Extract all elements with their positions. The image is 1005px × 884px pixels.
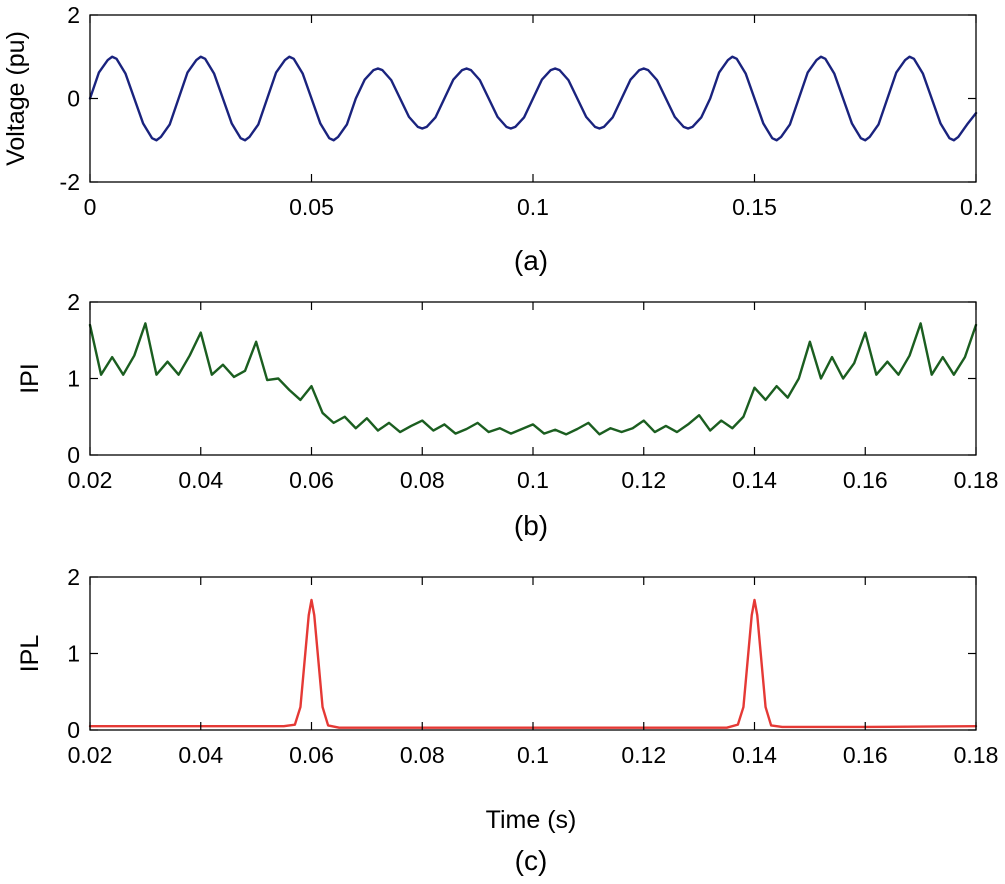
x-tick-label: 0.1	[517, 742, 549, 768]
panel-caption: (b)	[514, 510, 548, 541]
panel-caption: (a)	[514, 245, 548, 276]
x-tick-label: 0	[84, 194, 97, 220]
series-line-ipl	[88, 598, 978, 729]
x-tick-label: 0.15	[732, 194, 777, 220]
x-tick-label: 0.08	[400, 467, 445, 493]
x-tick-label: 0.14	[732, 467, 777, 493]
x-tick-label: 0.14	[732, 742, 777, 768]
x-tick-label: 0.04	[178, 742, 223, 768]
x-tick-label: 0.2	[960, 194, 992, 220]
y-tick-label: 0	[67, 86, 80, 112]
x-tick-label: 0.05	[289, 194, 334, 220]
x-tick-label: 0.06	[289, 742, 334, 768]
x-tick-label: 0.02	[68, 742, 113, 768]
y-tick-label: 2	[67, 289, 80, 315]
y-axis-label: IPI	[16, 363, 44, 394]
y-tick-label: 2	[67, 564, 80, 590]
x-tick-label: 0.1	[517, 467, 549, 493]
y-tick-label: 0	[67, 442, 80, 468]
y-tick-label: -2	[60, 169, 80, 195]
y-tick-label: 1	[67, 366, 80, 392]
y-tick-label: 1	[67, 641, 80, 667]
x-tick-label: 0.04	[178, 467, 223, 493]
x-tick-label: 0.02	[68, 467, 113, 493]
y-tick-label: 0	[67, 717, 80, 743]
x-tick-label: 0.1	[517, 194, 549, 220]
series-line-voltage	[88, 55, 978, 142]
x-tick-label: 0.16	[843, 742, 888, 768]
chart-panel-3: 0.02 0.04 0.06 0.08 0.1 0.12 0.14 0.16 0.18 0 1 2 IP…	[16, 564, 998, 876]
chart-panel-2: 0.02 0.04 0.06 0.08 0.1 0.12 0.14 0.16 0.18 0 1 2 IP…	[16, 289, 998, 541]
x-tick-label: 0.08	[400, 742, 445, 768]
series-line-ipi	[88, 322, 978, 436]
x-tick-label: 0.12	[621, 467, 666, 493]
x-tick-label: 0.12	[621, 742, 666, 768]
y-tick-label: 2	[67, 2, 80, 28]
panel-caption: (c)	[515, 845, 548, 876]
x-tick-label: 0.16	[843, 467, 888, 493]
plot-frame	[89, 576, 977, 731]
y-axis-label: Voltage (pu)	[2, 31, 30, 166]
x-axis-label: Time (s)	[486, 806, 577, 834]
x-tick-label: 0.18	[954, 467, 999, 493]
y-axis-label: IPL	[16, 635, 44, 673]
x-tick-label: 0.06	[289, 467, 334, 493]
x-tick-label: 0.18	[954, 742, 999, 768]
